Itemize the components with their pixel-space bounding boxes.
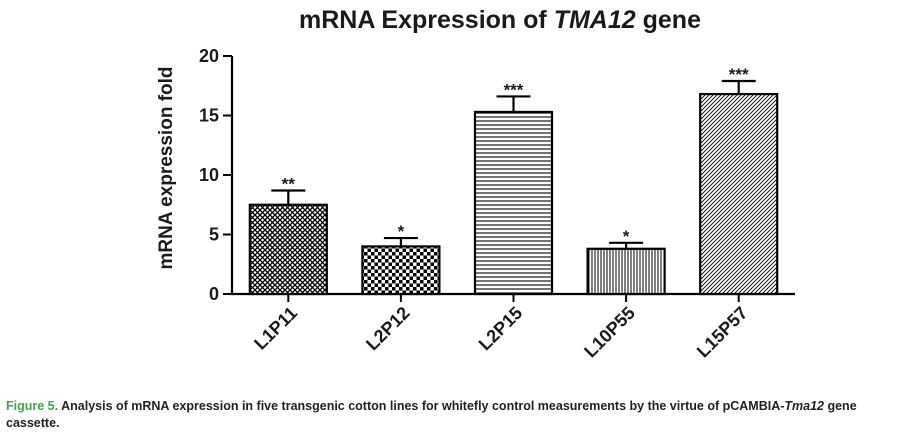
- y-axis-label: mRNA expression fold: [156, 66, 177, 269]
- bar: [699, 92, 779, 296]
- x-tick-label: L2P12: [362, 303, 414, 355]
- x-tick-label: L1P11: [250, 303, 301, 354]
- significance-labels: **********: [282, 65, 749, 246]
- x-tick-label: L2P15: [475, 303, 527, 355]
- y-tick-label: 15: [199, 106, 219, 126]
- figure-caption: Figure 5. Analysis of mRNA expression in…: [6, 398, 906, 432]
- bar: [473, 110, 554, 296]
- caption-text-end: gene cassette.: [6, 399, 857, 430]
- y-tick-label: 20: [199, 46, 219, 66]
- bars: [248, 92, 779, 296]
- significance-label: ***: [729, 65, 749, 84]
- caption-text: Analysis of mRNA expression in five tran…: [58, 399, 785, 413]
- significance-label: *: [623, 227, 630, 246]
- y-tick-label: 5: [209, 225, 219, 245]
- error-bars: [271, 79, 756, 249]
- x-tick-label: L15P57: [693, 303, 752, 362]
- caption-label: Figure 5.: [6, 399, 59, 413]
- significance-label: **: [282, 174, 296, 193]
- bar: [361, 245, 441, 296]
- y-tick-label: 10: [199, 165, 219, 185]
- y-tick-labels: 0 5 10 15 20: [199, 46, 219, 304]
- x-tick-labels: L1P11 L2P12 L2P15 L10P55 L15P57: [250, 303, 751, 362]
- y-tick-label: 0: [209, 284, 219, 304]
- caption-italic-text: Tma12: [784, 399, 824, 413]
- x-tick-label: L10P55: [580, 303, 639, 362]
- chart-title: mRNA Expression of TMA12 gene: [299, 6, 701, 34]
- significance-label: *: [398, 222, 405, 241]
- significance-label: ***: [504, 80, 524, 99]
- bar: [248, 203, 328, 296]
- bar-chart: mRNA Expression of TMA12 gene mRNA expre…: [156, 6, 795, 362]
- bar: [586, 247, 666, 296]
